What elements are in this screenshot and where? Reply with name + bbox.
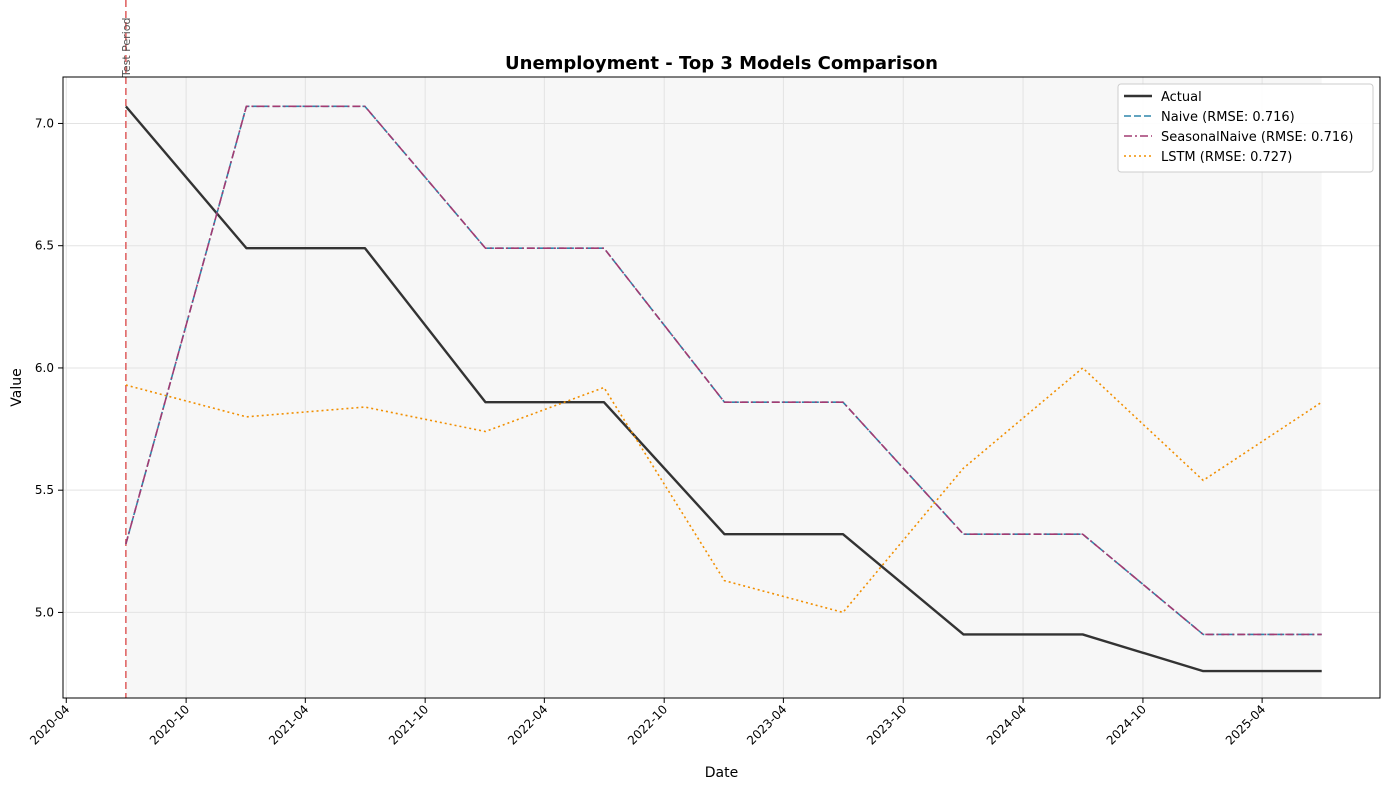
series-line-0 [124, 105, 1322, 673]
y-tick-label: 5.5 [35, 483, 54, 497]
x-axis: 2020-04 2020-10 2021-04 2021-10 2022-04 2022-… [27, 698, 1268, 748]
x-tick-label: 2025-04 [1223, 702, 1268, 747]
x-tick-label: 2021-04 [266, 702, 311, 747]
legend: Actual Naive (RMSE: 0.716) SeasonalNaive (… [1117, 83, 1374, 173]
x-tick-label: 2020-10 [147, 702, 192, 747]
series-line-3 [125, 367, 1323, 614]
x-tick-label: 2023-10 [864, 702, 909, 747]
test-period-shading [125, 77, 1322, 698]
legend-label-2: SeasonalNaive (RMSE: 0.716) [1161, 130, 1353, 145]
legend-label-0: Actual [1161, 90, 1202, 105]
x-tick-label: 2024-10 [1104, 702, 1149, 747]
x-tick-label: 2023-04 [744, 702, 789, 747]
x-tick-label: 2021-10 [386, 702, 431, 747]
legend-label-3: LSTM (RMSE: 0.727) [1161, 150, 1292, 165]
legend-label-1: Naive (RMSE: 0.716) [1161, 110, 1295, 125]
y-tick-label: 5.0 [35, 605, 54, 619]
x-tick-label: 2022-10 [625, 702, 670, 747]
y-axis: 5.0 5.5 6.0 6.5 7.0 [35, 116, 63, 619]
x-tick-label: 2024-04 [984, 702, 1029, 747]
x-axis-label: Date [705, 765, 738, 781]
test-period-label: Test Period [120, 18, 133, 78]
y-tick-label: 6.0 [35, 361, 54, 375]
y-axis-label: Value [9, 368, 25, 406]
y-tick-label: 7.0 [35, 116, 54, 130]
series-line-2 [125, 105, 1322, 636]
legend-box [1117, 83, 1374, 173]
series-lines [124, 105, 1323, 673]
plot-frame [62, 76, 1381, 699]
x-tick-label: 2022-04 [505, 702, 550, 747]
x-tick-label: 2020-04 [27, 702, 72, 747]
y-tick-label: 6.5 [35, 239, 54, 253]
chart-title: Unemployment - Top 3 Models Comparison [505, 53, 938, 74]
